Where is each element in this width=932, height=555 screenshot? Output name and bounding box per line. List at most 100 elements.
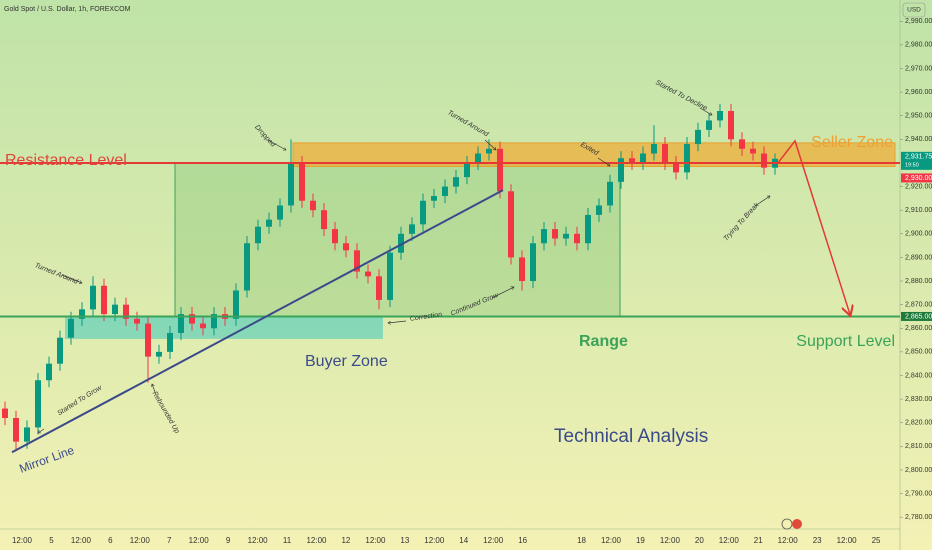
candle-body: [497, 148, 503, 192]
y-tick-label: 2,910.00: [905, 207, 932, 214]
candle-body: [200, 323, 206, 329]
chart-title: Gold Spot / U.S. Dollar, 1h, FOREXCOM: [4, 6, 131, 13]
y-tick-label: 2,890.00: [905, 254, 932, 261]
candle-body: [167, 332, 173, 352]
candle-body: [321, 210, 327, 230]
candle-body: [376, 276, 382, 300]
candle-body: [310, 200, 316, 211]
candle-body: [596, 205, 602, 215]
y-tick-label: 2,980.00: [905, 42, 932, 49]
candle-body: [57, 337, 63, 364]
x-tick-label: 12:00: [248, 536, 269, 545]
x-tick-label: 12:00: [130, 536, 151, 545]
y-tick-label: 2,960.00: [905, 89, 932, 96]
candle-body: [134, 318, 140, 324]
price-tag-label: 2,930.00: [905, 175, 932, 182]
x-tick-label: 6: [108, 536, 113, 545]
x-tick-label: 20: [695, 536, 704, 545]
candle-body: [354, 250, 360, 272]
y-tick-label: 2,820.00: [905, 420, 932, 427]
x-tick-label: 19: [636, 536, 645, 545]
candle-body: [475, 153, 481, 163]
candle-body: [46, 363, 52, 381]
x-tick-label: 12:00: [189, 536, 210, 545]
candle-body: [728, 110, 734, 140]
y-tick-label: 2,830.00: [905, 396, 932, 403]
candle-body: [387, 252, 393, 300]
x-tick-label: 5: [49, 536, 54, 545]
y-tick-label: 2,870.00: [905, 301, 932, 308]
candle-body: [255, 226, 261, 244]
candle-body: [35, 380, 41, 428]
candle-body: [717, 110, 723, 121]
x-tick-label: 7: [167, 536, 172, 545]
candle-body: [453, 177, 459, 187]
candle-body: [519, 257, 525, 282]
candle-body: [365, 271, 371, 277]
annotation-arrows: [38, 107, 770, 433]
candle-body: [640, 153, 646, 163]
candle-body: [90, 285, 96, 310]
x-tick-label: 11: [283, 536, 292, 545]
candle-body: [13, 418, 19, 442]
annotation: Correction: [410, 311, 443, 322]
x-tick-label: 9: [226, 536, 231, 545]
y-tick-label: 2,850.00: [905, 349, 932, 356]
y-tick-label: 2,780.00: [905, 514, 932, 521]
candle-body: [629, 158, 635, 163]
x-tick-label: 12:00: [837, 536, 858, 545]
candle-body: [739, 139, 745, 149]
x-tick-label: 12:00: [778, 536, 799, 545]
y-tick-label: 2,970.00: [905, 65, 932, 72]
candle-body: [585, 214, 591, 244]
candle-body: [530, 243, 536, 282]
candle-body: [706, 120, 712, 130]
price-tag: [901, 173, 932, 183]
x-tick-label: 16: [518, 536, 527, 545]
x-tick-label: 23: [813, 536, 822, 545]
currency-box: [902, 2, 926, 18]
candle-body: [266, 219, 272, 227]
candle-body: [343, 243, 349, 251]
candle-body: [112, 304, 118, 315]
x-tick-label: 12:00: [424, 536, 445, 545]
event-icon[interactable]: [792, 519, 802, 529]
currency: USD: [907, 7, 921, 14]
candle-body: [431, 196, 437, 201]
seller-zone-label: Seller Zone: [811, 134, 893, 151]
candle-body: [618, 158, 624, 182]
y-tick-label: 2,950.00: [905, 113, 932, 120]
candle-body: [2, 408, 8, 419]
resistance-label: Resistance Level: [5, 152, 127, 169]
candle-body: [178, 314, 184, 333]
candle-body: [288, 162, 294, 206]
x-tick-label: 12:00: [365, 536, 386, 545]
candle-body: [607, 181, 613, 206]
candle-body: [244, 243, 250, 291]
candle-body: [574, 233, 580, 244]
mirror-line: [11, 189, 504, 454]
candle-body: [662, 144, 668, 163]
y-tick-label: 2,900.00: [905, 231, 932, 238]
candle-body: [651, 144, 657, 154]
candle-body: [508, 191, 514, 258]
x-tick-label: 12:00: [71, 536, 92, 545]
price-tag: [901, 311, 932, 321]
x-tick-label: 12:00: [601, 536, 622, 545]
buyer-zone: [65, 316, 383, 339]
candle-body: [68, 318, 74, 338]
x-tick-label: 12:00: [660, 536, 681, 545]
candle-body: [464, 162, 470, 178]
x-tick-label: 14: [459, 536, 468, 545]
x-tick-label: 12: [341, 536, 350, 545]
candle-body: [211, 314, 217, 329]
candle-body: [552, 229, 558, 239]
y-tick-label: 2,940.00: [905, 136, 932, 143]
headline: Technical Analysis: [554, 426, 708, 447]
x-tick-label: 18: [577, 536, 586, 545]
candle-body: [299, 162, 305, 201]
candle-body: [277, 205, 283, 220]
candle-body: [673, 162, 679, 173]
